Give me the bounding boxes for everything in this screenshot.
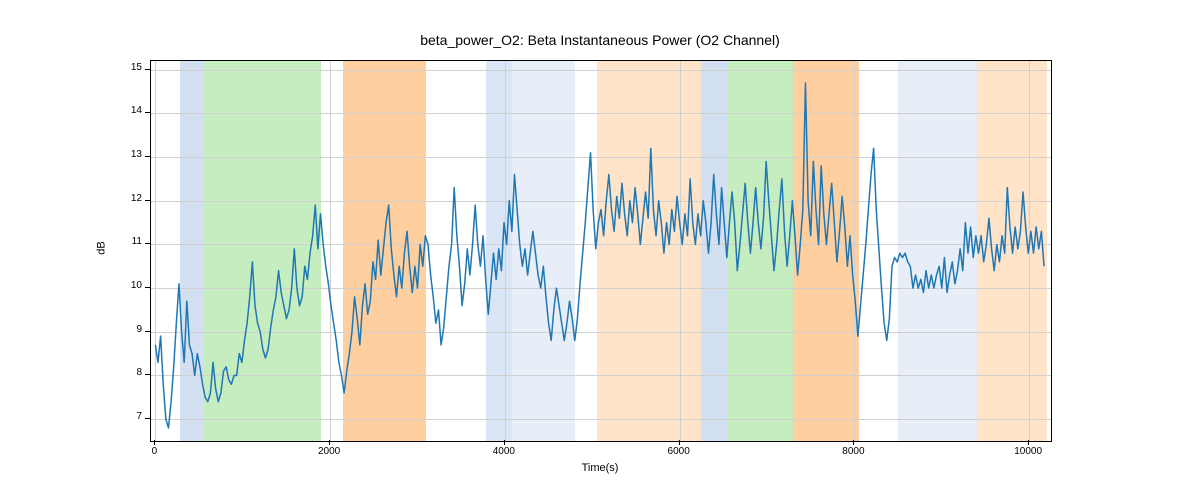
xtick-label: 8000	[828, 446, 878, 457]
ytick-label: 13	[112, 149, 142, 160]
y-axis-label: dB	[96, 241, 108, 254]
chart-title: beta_power_O2: Beta Instantaneous Power …	[0, 32, 1200, 48]
xtick-label: 6000	[654, 446, 704, 457]
xtick-label: 4000	[479, 446, 529, 457]
ytick-label: 14	[112, 105, 142, 116]
ytick-label: 10	[112, 280, 142, 291]
xtick-label: 2000	[304, 446, 354, 457]
ytick-label: 8	[112, 367, 142, 378]
ytick-label: 12	[112, 193, 142, 204]
line-series	[151, 61, 1051, 441]
ytick-label: 9	[112, 324, 142, 335]
xtick-label: 0	[129, 446, 179, 457]
figure: beta_power_O2: Beta Instantaneous Power …	[0, 0, 1200, 500]
ytick-label: 11	[112, 236, 142, 247]
ytick-label: 15	[112, 62, 142, 73]
plot-area	[150, 60, 1052, 442]
x-axis-label: Time(s)	[150, 462, 1050, 474]
ytick-label: 7	[112, 411, 142, 422]
xtick-label: 10000	[1003, 446, 1053, 457]
